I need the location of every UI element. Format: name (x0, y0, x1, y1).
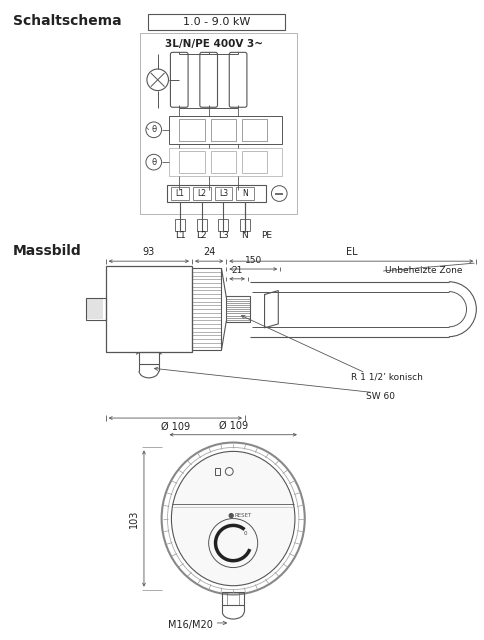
Text: N: N (242, 189, 248, 198)
Text: L3: L3 (219, 189, 228, 198)
Bar (222, 591, 244, 605)
Text: L3: L3 (218, 231, 229, 240)
Text: 150: 150 (244, 256, 262, 265)
Bar (242, 152, 268, 173)
Text: 103: 103 (129, 509, 139, 528)
Text: 3L/N/PE 400V 3~: 3L/N/PE 400V 3~ (165, 40, 263, 49)
Bar (169, 116, 282, 143)
Text: Unbeheizte Zone: Unbeheizte Zone (385, 266, 463, 275)
Text: 21: 21 (231, 266, 243, 275)
Bar (86, 298, 106, 320)
Bar (218, 219, 228, 231)
Text: 0: 0 (243, 531, 247, 536)
Text: SW 60: SW 60 (365, 392, 394, 401)
Text: Schaltschema: Schaltschema (13, 14, 121, 28)
Text: L1: L1 (176, 189, 185, 198)
Bar (214, 187, 232, 200)
Text: PE: PE (261, 231, 272, 240)
Text: 1.0 - 9.0 kW: 1.0 - 9.0 kW (183, 17, 250, 27)
Bar (171, 187, 189, 200)
Bar (148, 14, 285, 30)
Text: EL: EL (346, 247, 357, 257)
Bar (179, 119, 205, 141)
Bar (167, 185, 266, 202)
Text: Ø 109: Ø 109 (219, 420, 248, 431)
Bar (227, 296, 250, 322)
Text: RESET: RESET (234, 513, 252, 518)
Text: θ: θ (151, 125, 156, 134)
Circle shape (229, 514, 233, 518)
Bar (236, 187, 254, 200)
Bar (106, 266, 192, 353)
Bar (242, 119, 268, 141)
Bar (175, 219, 185, 231)
Text: 24: 24 (203, 247, 215, 257)
Bar (214, 468, 220, 476)
Text: N: N (242, 231, 248, 240)
Text: θ: θ (151, 157, 156, 166)
Text: L2: L2 (197, 231, 207, 240)
Bar (140, 33, 297, 214)
Bar (179, 152, 205, 173)
Bar (211, 152, 236, 173)
Bar (211, 119, 236, 141)
Text: M16/M20: M16/M20 (168, 620, 212, 630)
Text: L1: L1 (175, 231, 185, 240)
Bar (139, 353, 159, 364)
Bar (240, 219, 250, 231)
Text: Massbild: Massbild (13, 244, 81, 259)
Text: Ø 109: Ø 109 (161, 422, 190, 432)
Text: L2: L2 (197, 189, 206, 198)
Text: 93: 93 (143, 247, 155, 257)
Bar (197, 219, 207, 231)
Bar (169, 148, 282, 176)
Ellipse shape (171, 451, 295, 586)
Bar (193, 187, 211, 200)
Text: R 1 1/2’ konisch: R 1 1/2’ konisch (351, 372, 423, 381)
